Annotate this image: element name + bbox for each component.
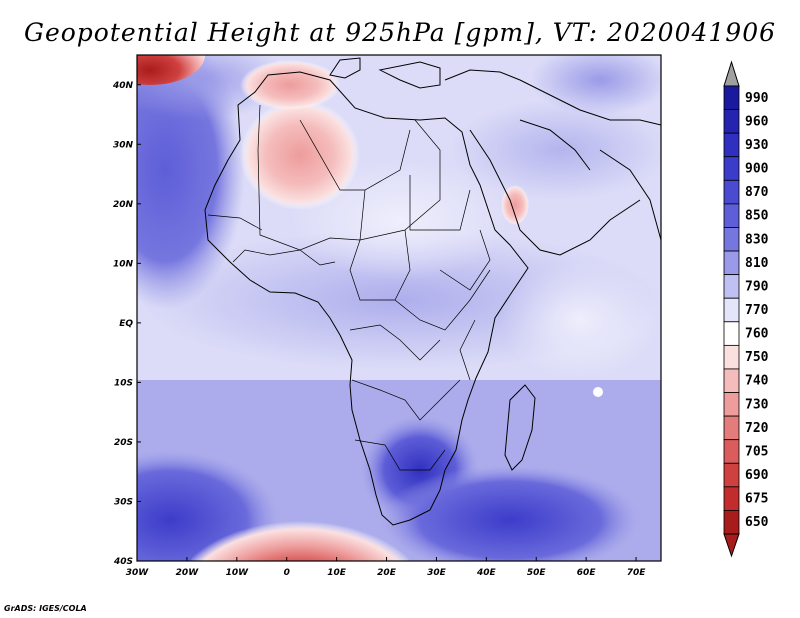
- colorbar-label: 705: [745, 444, 768, 459]
- madagascar-outline: [504, 384, 536, 471]
- colorbar-label: 790: [745, 279, 769, 294]
- colorbar-swatch: [723, 368, 740, 393]
- colorbar-swatch: [723, 392, 740, 417]
- colorbar: 990 960 930 900 870 850 830 810 790 770 760 750 740 7…: [723, 60, 769, 558]
- colorbar-bottom-arrow: [723, 533, 740, 558]
- colorbar-label: 760: [745, 327, 769, 342]
- lon-tick-label: 20E: [377, 568, 397, 578]
- colorbar-label: 730: [745, 397, 769, 412]
- lat-tick-label: 20S: [114, 438, 133, 448]
- colorbar-swatch: [723, 297, 740, 323]
- colorbar-label: 650: [745, 515, 769, 530]
- colorbar-swatch: [723, 486, 740, 511]
- lon-tick-label: 60E: [577, 568, 597, 578]
- colorbar-label: 750: [745, 350, 769, 365]
- colorbar-label: 740: [745, 374, 769, 389]
- colorbar-swatch: [723, 179, 740, 205]
- lon-tick-label: 10W: [226, 568, 250, 578]
- lat-tick-label: 10S: [114, 378, 133, 388]
- lon-tick-label: 30E: [427, 568, 447, 578]
- colorbar-swatch: [723, 510, 740, 535]
- colorbar-swatch: [723, 344, 740, 370]
- colorbar-label: 870: [745, 185, 769, 200]
- colorbar-swatch: [723, 250, 740, 276]
- colorbar-swatch: [723, 321, 740, 346]
- lon-tick-label: 50E: [527, 568, 547, 578]
- lat-tick-label: 10N: [113, 259, 134, 269]
- colorbar-label: 690: [745, 468, 769, 483]
- colorbar-swatch: [723, 462, 740, 488]
- colorbar-top-arrow: [723, 60, 740, 87]
- colorbar-swatch: [723, 227, 740, 252]
- coastlines: [204, 57, 662, 526]
- lon-tick-label: 30W: [126, 568, 150, 578]
- lon-tick-label: 10E: [327, 568, 347, 578]
- colorbar-label: 960: [745, 114, 769, 129]
- colorbar-label: 810: [745, 256, 769, 271]
- map-frame: [136, 54, 662, 562]
- lon-tick-label: 40E: [476, 568, 497, 578]
- colorbar-swatch: [723, 439, 740, 464]
- longitude-axis: 30W 20W 10W 0 10E 20E 30E 40E 50E 60E 70E: [126, 557, 646, 578]
- lon-tick-label: 70E: [627, 568, 647, 578]
- lat-tick-label: EQ: [119, 319, 133, 329]
- colorbar-swatch: [723, 415, 740, 441]
- colorbar-label: 720: [745, 421, 769, 436]
- lat-tick-label: 30S: [114, 497, 133, 507]
- colorbar-swatch: [723, 156, 740, 181]
- lon-tick-label: 20W: [176, 568, 200, 578]
- colorbar-swatch: [723, 274, 740, 299]
- colorbar-swatch: [723, 132, 740, 158]
- lat-tick-label: 40S: [113, 557, 133, 567]
- borders: [207, 104, 491, 471]
- colorbar-label: 900: [745, 162, 769, 177]
- colorbar-label: 850: [745, 209, 769, 224]
- latitude-axis: 40N 30N 20N 10N EQ 10S 20S 30S 40S: [112, 81, 141, 567]
- colorbar-label: 990: [745, 91, 769, 106]
- height-field: [137, 55, 661, 561]
- colorbar-label: 930: [745, 138, 769, 153]
- chart-title: Geopotential Height at 925hPa [gpm], VT:…: [23, 18, 777, 47]
- colorbar-swatch: [723, 85, 740, 110]
- lat-tick-label: 20N: [113, 200, 134, 210]
- colorbar-label: 770: [745, 303, 769, 318]
- lon-tick-label: 0: [284, 568, 290, 578]
- colorbar-label: 830: [745, 232, 769, 247]
- colorbar-label: 675: [745, 492, 768, 507]
- lat-tick-label: 30N: [113, 140, 134, 150]
- credit-label: GrADS: IGES/COLA: [4, 604, 87, 613]
- lat-tick-label: 40N: [112, 81, 134, 91]
- colorbar-swatch: [723, 109, 740, 134]
- colorbar-swatch: [723, 203, 740, 228]
